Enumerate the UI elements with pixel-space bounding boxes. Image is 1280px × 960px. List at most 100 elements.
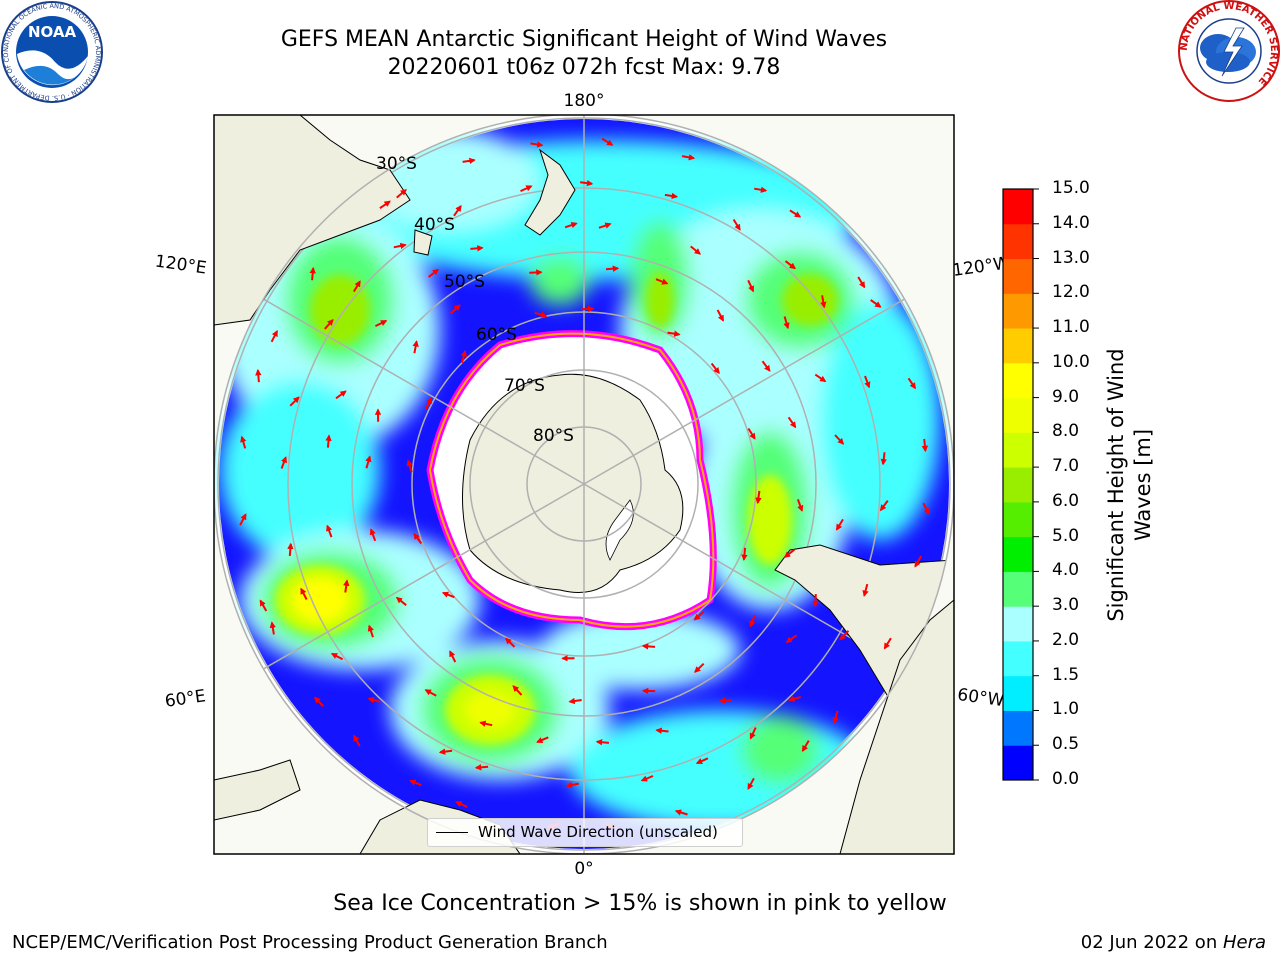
colorbar-frame <box>1002 188 1034 781</box>
wind-wave-arrow <box>788 695 802 702</box>
wind-wave-arrow <box>424 397 433 410</box>
colorbar-tick-label: 1.5 <box>1052 664 1080 685</box>
wind-wave-arrow <box>641 643 656 650</box>
wind-wave-arrow <box>455 801 468 808</box>
colorbar-title-line2: Waves [m] <box>1131 428 1155 542</box>
colorbar-tick-label: 14.0 <box>1052 212 1090 233</box>
wind-wave-arrow <box>412 340 419 354</box>
colorbar-tick-label: 8.0 <box>1052 421 1080 442</box>
wind-wave-arrow <box>352 280 361 293</box>
wind-wave-arrow <box>353 734 361 747</box>
wind-wave-arrow <box>595 739 610 746</box>
colorbar-segment <box>1003 606 1033 642</box>
wind-wave-arrow <box>921 438 929 453</box>
wind-wave-arrow <box>289 396 300 407</box>
wind-wave-arrow <box>427 268 440 278</box>
wind-wave-arrow <box>655 278 669 285</box>
wind-wave-arrow <box>255 368 262 383</box>
colorbar-segment <box>1003 745 1033 781</box>
wind-wave-arrows <box>239 137 930 830</box>
wind-wave-arrow <box>581 305 595 313</box>
wind-wave-arrow <box>374 319 388 327</box>
wind-wave-arrow <box>605 265 620 272</box>
wind-wave-arrow <box>667 330 681 337</box>
wind-wave-arrow <box>741 547 748 561</box>
colorbar-segment <box>1003 501 1033 538</box>
wind-wave-arrow <box>343 579 350 593</box>
wind-wave-arrow <box>564 222 578 229</box>
tasmania-coast <box>413 229 433 256</box>
wind-wave-arrow <box>835 518 844 531</box>
wind-wave-arrow <box>536 736 549 744</box>
wind-wave-arrow <box>883 637 892 650</box>
wind-wave-arrow <box>681 154 696 161</box>
wind-wave-arrow <box>749 727 757 740</box>
wind-wave-arrow <box>450 304 461 315</box>
wind-wave-arrow <box>365 455 372 469</box>
wind-wave-arrow <box>326 524 333 538</box>
wind-wave-arrow <box>785 634 798 644</box>
wind-wave-arrow <box>367 696 381 704</box>
lon-label-0: 0° <box>574 859 593 879</box>
wind-wave-arrow <box>396 189 407 199</box>
wind-wave-arrow <box>530 141 544 148</box>
wind-wave-arrow <box>367 624 374 638</box>
wind-wave-arrow <box>747 279 755 293</box>
colorbar-segment <box>1003 397 1033 433</box>
wind-wave-arrow <box>747 427 756 440</box>
map-frame <box>213 114 955 855</box>
wind-wave-arrow <box>259 599 268 612</box>
wind-wave-arrow <box>695 757 709 765</box>
wind-wave-arrow <box>449 650 457 663</box>
wind-wave-arrow <box>880 452 887 466</box>
lat-label-60s: 60°S <box>476 325 517 345</box>
date-text: 02 Jun 2022 on Hera <box>1081 932 1266 953</box>
wind-wave-arrow <box>914 555 922 568</box>
wind-wave-arrow <box>409 779 422 787</box>
wind-wave-arrow <box>674 809 688 816</box>
wind-wave-arrow <box>474 764 489 771</box>
wind-wave-arrow <box>470 245 484 252</box>
lat-label-50s: 50°S <box>444 272 485 292</box>
colorbar-segment <box>1003 223 1033 260</box>
lon-label-60e: 60°E <box>164 686 207 711</box>
colorbar-tick-label: 4.0 <box>1052 560 1080 581</box>
wind-wave-arrow <box>239 513 247 526</box>
colorbar-tick-label: 15.0 <box>1052 178 1090 198</box>
colorbar-tick-label: 2.0 <box>1052 629 1080 650</box>
colorbar-segment <box>1003 571 1033 607</box>
wind-wave-arrow <box>732 218 741 231</box>
wind-wave-arrow <box>280 456 287 469</box>
vector-legend: Wind Wave Direction (unscaled) <box>427 818 743 847</box>
wind-wave-arrow <box>783 316 790 330</box>
wind-wave-arrow <box>579 179 594 187</box>
wind-wave-arrow <box>568 697 582 705</box>
colorbar <box>1003 188 1039 781</box>
colorbar-tick-label: 1.0 <box>1052 699 1080 720</box>
colorbar-tick-label: 10.0 <box>1052 351 1090 372</box>
wind-wave-arrow <box>512 685 523 696</box>
wind-wave-arrow <box>922 502 930 515</box>
wind-wave-arrow <box>325 434 332 448</box>
wind-wave-arrow <box>269 621 276 635</box>
colorbar-tick-label: 0.0 <box>1052 769 1080 789</box>
wind-wave-arrow <box>300 587 308 600</box>
antarctica-coast <box>462 373 684 593</box>
wind-wave-arrow <box>839 630 850 641</box>
wind-wave-arrow <box>716 309 725 322</box>
colorbar-segment <box>1003 432 1033 468</box>
wind-wave-arrow <box>314 696 324 707</box>
wind-wave-arrow <box>413 532 423 545</box>
wind-wave-arrow <box>693 611 705 621</box>
wind-wave-arrow <box>335 390 347 400</box>
colorbar-segment <box>1003 467 1033 503</box>
wind-wave-arrow <box>857 276 866 289</box>
wind-wave-arrow <box>749 614 756 628</box>
date-value: 02 Jun 2022 on <box>1080 932 1223 953</box>
wind-wave-arrow <box>462 157 476 165</box>
colorbar-tick-label: 13.0 <box>1052 247 1090 268</box>
wind-wave-arrow <box>832 710 839 724</box>
chart-subtitle: 20220601 t06z 072h fcst Max: 9.78 <box>387 55 781 80</box>
wind-wave-arrow <box>369 528 377 542</box>
